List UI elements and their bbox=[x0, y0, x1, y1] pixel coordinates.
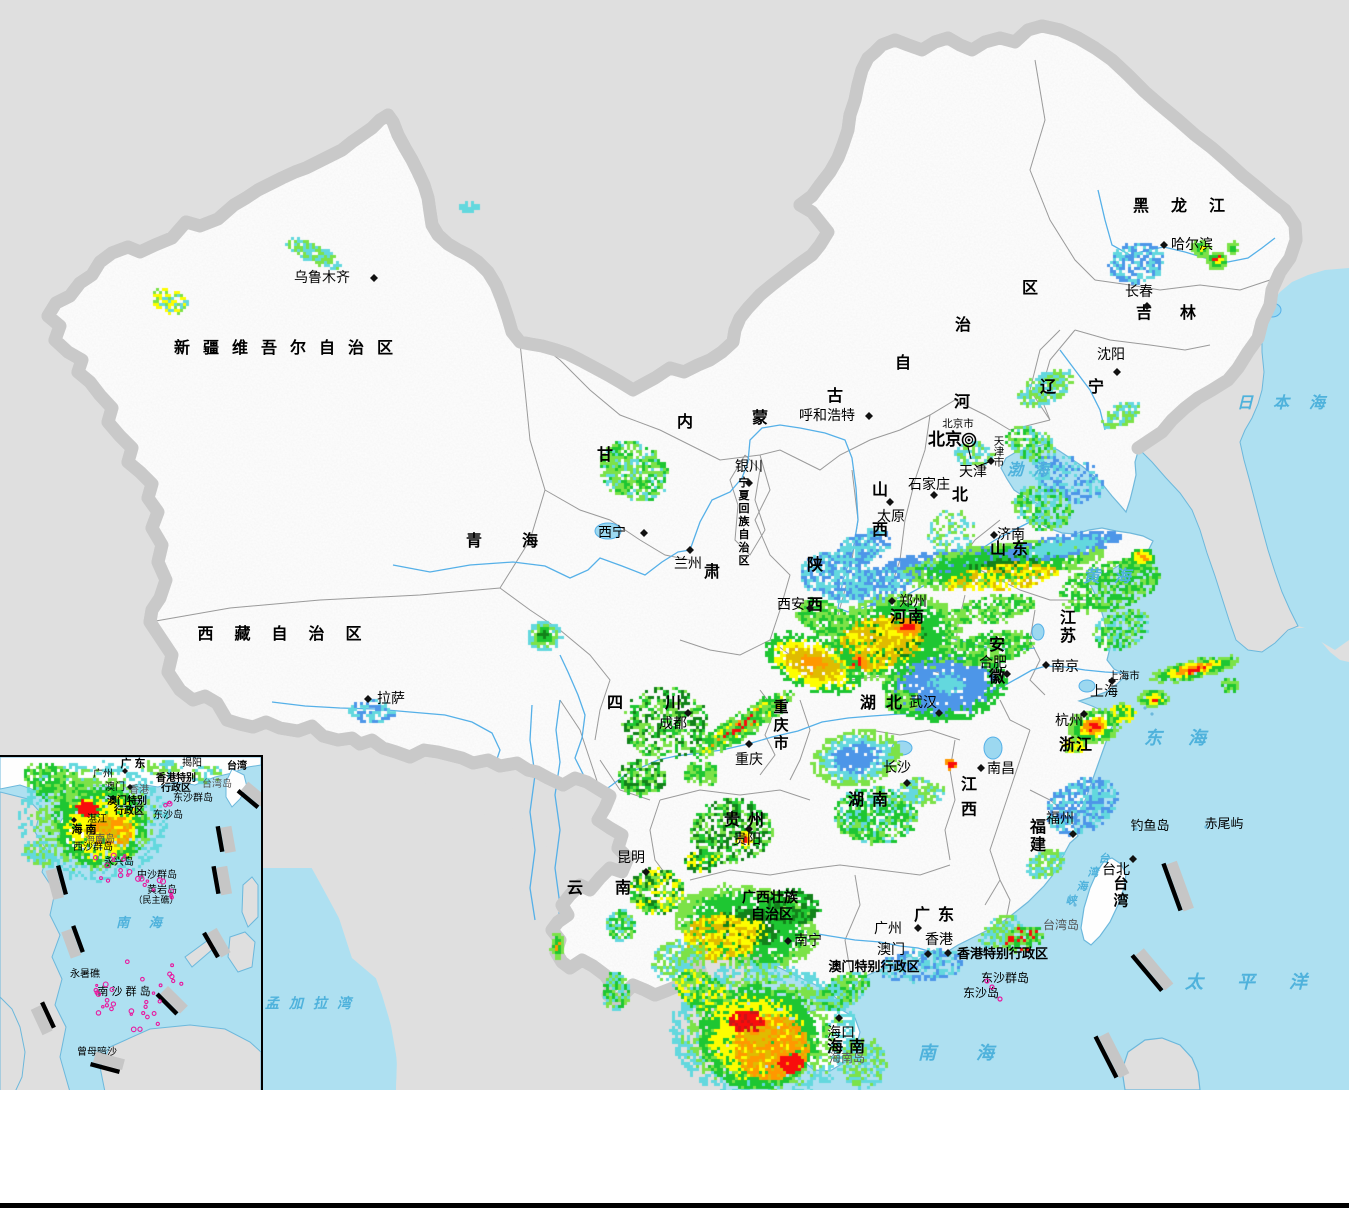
reef-dot bbox=[129, 1012, 133, 1016]
city-marker bbox=[71, 817, 77, 823]
reef-dot bbox=[111, 858, 116, 862]
reef-dot bbox=[151, 1011, 157, 1016]
reef-dot bbox=[109, 1006, 114, 1012]
place-label: 东沙群岛 bbox=[173, 791, 213, 804]
province-label: 澳门特别 bbox=[107, 794, 147, 807]
legend-panel: 全国雷达拼图 [2025-09-28 20:36:00] [ 组合反射率 ] d… bbox=[0, 1090, 1349, 1208]
reef-dot bbox=[170, 963, 175, 968]
place-label: 西沙群岛 bbox=[73, 840, 113, 853]
reef-dot bbox=[137, 1026, 143, 1032]
reef-dot bbox=[140, 976, 145, 982]
boundary-dash bbox=[30, 1001, 56, 1036]
reef-dot bbox=[141, 1011, 146, 1016]
province-label: 海 南 bbox=[71, 822, 96, 836]
inset-echo-layer bbox=[0, 757, 261, 1092]
reef-dot bbox=[130, 1026, 137, 1033]
reef-dot bbox=[109, 987, 115, 992]
place-label: 广州 bbox=[93, 768, 113, 780]
city-marker bbox=[127, 784, 133, 790]
reef-dot bbox=[158, 983, 163, 988]
bottom-border bbox=[0, 1203, 1349, 1208]
reef-dot bbox=[151, 991, 156, 995]
city-marker bbox=[122, 768, 128, 774]
reef-dot bbox=[95, 1010, 102, 1016]
place-label: 永暑礁 bbox=[70, 967, 100, 980]
island-label: 香港 bbox=[129, 784, 149, 796]
place-label: 澳门 bbox=[105, 780, 125, 793]
reef-dot bbox=[142, 882, 147, 888]
boundary-dash bbox=[236, 781, 261, 810]
reef-dot bbox=[135, 875, 142, 882]
reef-dot bbox=[138, 875, 145, 882]
boundary-dash bbox=[45, 864, 69, 900]
place-label: （民主礁） bbox=[133, 894, 178, 905]
reef-dot bbox=[169, 973, 175, 980]
china-radar-map: 黑龙江 吉林 辽宁内蒙古自治区新疆维吾尔自治区 西藏自治区 青海甘肃宁夏回族自治区 陕西山… bbox=[0, 0, 1349, 1092]
reef-dot bbox=[117, 872, 124, 879]
boundary-dash bbox=[211, 865, 233, 896]
reef-dot bbox=[110, 1001, 117, 1007]
island-label: 海南岛 bbox=[85, 832, 115, 845]
reef-dot bbox=[145, 1014, 150, 1020]
reef-dot bbox=[156, 877, 163, 884]
boundary-dash bbox=[215, 825, 236, 854]
boundary-dash bbox=[155, 985, 188, 1016]
inset-labels-overlay: 广 东揭阳 台湾广州 香港特别行政区澳门 香港台湾岛澳门特别行政区东沙群岛东沙岛湛江海… bbox=[30, 757, 261, 1075]
reef-dot bbox=[166, 800, 173, 807]
reef-dot bbox=[155, 1021, 160, 1027]
place-label: 永兴岛 bbox=[104, 855, 134, 868]
reef-dot bbox=[102, 981, 109, 988]
south-china-sea-inset: 广 东揭阳 台湾 广州 香港特别 行政区 澳门 香港 台湾岛 澳门特别 行政区 东沙群岛 东沙岛 湛江海… bbox=[0, 755, 263, 1092]
reef-dot bbox=[144, 999, 149, 1005]
reef-dot bbox=[104, 997, 110, 1003]
reef-dot bbox=[123, 854, 127, 858]
reef-dot bbox=[93, 987, 99, 993]
reef-dot bbox=[143, 1004, 148, 1009]
reef-dot bbox=[124, 959, 130, 965]
reef-dot bbox=[159, 878, 167, 885]
reef-dot bbox=[104, 1003, 110, 1008]
reef-dot bbox=[118, 868, 123, 873]
island-label: 台湾岛 bbox=[202, 777, 232, 790]
reef-dot bbox=[120, 856, 126, 862]
province-label: 香港特别 bbox=[156, 771, 196, 784]
place-label: 揭阳 bbox=[182, 757, 202, 769]
reef-dot bbox=[145, 879, 150, 883]
place-label: 东沙岛 bbox=[153, 808, 183, 821]
province-label: 广 东 bbox=[120, 757, 145, 770]
reef-dot bbox=[99, 876, 103, 881]
reef-dot bbox=[104, 862, 110, 869]
place-label: 南 沙 群 岛 bbox=[97, 984, 150, 998]
reef-dot bbox=[169, 895, 174, 900]
reef-dot bbox=[163, 802, 168, 808]
reef-dot bbox=[168, 888, 174, 895]
reef-dot bbox=[95, 983, 99, 987]
reef-dot bbox=[110, 852, 117, 859]
boundary-dash bbox=[202, 927, 231, 959]
reef-dot bbox=[105, 878, 111, 883]
boundary-dash bbox=[61, 925, 85, 959]
place-label: 中沙群岛 bbox=[137, 868, 177, 881]
reef-dot bbox=[151, 888, 156, 892]
reef-dot bbox=[92, 855, 99, 861]
province-label: 行政区 bbox=[113, 804, 144, 817]
province-label: 台湾 bbox=[227, 759, 247, 772]
place-label: 湛江 bbox=[87, 813, 107, 825]
reef-dot bbox=[126, 868, 133, 875]
sea-label: 南 海 bbox=[116, 915, 170, 930]
boundary-dash bbox=[89, 1051, 125, 1075]
reef-dot bbox=[101, 1005, 105, 1009]
reef-dot bbox=[94, 990, 100, 995]
reef-dot bbox=[157, 999, 162, 1004]
reef-dot bbox=[179, 981, 184, 986]
province-label: 行政区 bbox=[160, 781, 191, 794]
reef-dot bbox=[171, 978, 176, 984]
